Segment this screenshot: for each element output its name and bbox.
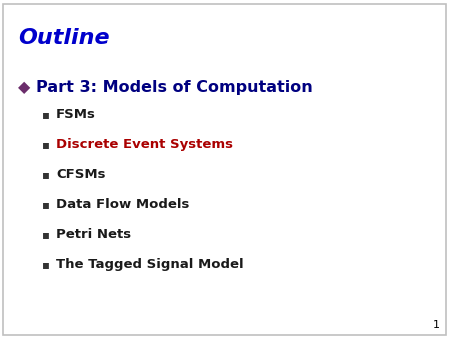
Text: ▪: ▪ (42, 138, 50, 151)
Text: ▪: ▪ (42, 228, 50, 241)
Text: ▪: ▪ (42, 258, 50, 271)
Text: ◆: ◆ (18, 80, 30, 95)
Text: Outline: Outline (18, 28, 110, 48)
Text: Petri Nets: Petri Nets (56, 228, 131, 241)
Text: ▪: ▪ (42, 168, 50, 181)
Text: Data Flow Models: Data Flow Models (56, 198, 189, 211)
FancyBboxPatch shape (3, 4, 446, 335)
Text: ▪: ▪ (42, 108, 50, 121)
Text: FSMs: FSMs (56, 108, 96, 121)
Text: 1: 1 (433, 320, 440, 330)
Text: ▪: ▪ (42, 198, 50, 211)
Text: Discrete Event Systems: Discrete Event Systems (56, 138, 233, 151)
Text: The Tagged Signal Model: The Tagged Signal Model (56, 258, 243, 271)
Text: CFSMs: CFSMs (56, 168, 105, 181)
Text: Part 3: Models of Computation: Part 3: Models of Computation (36, 80, 313, 95)
